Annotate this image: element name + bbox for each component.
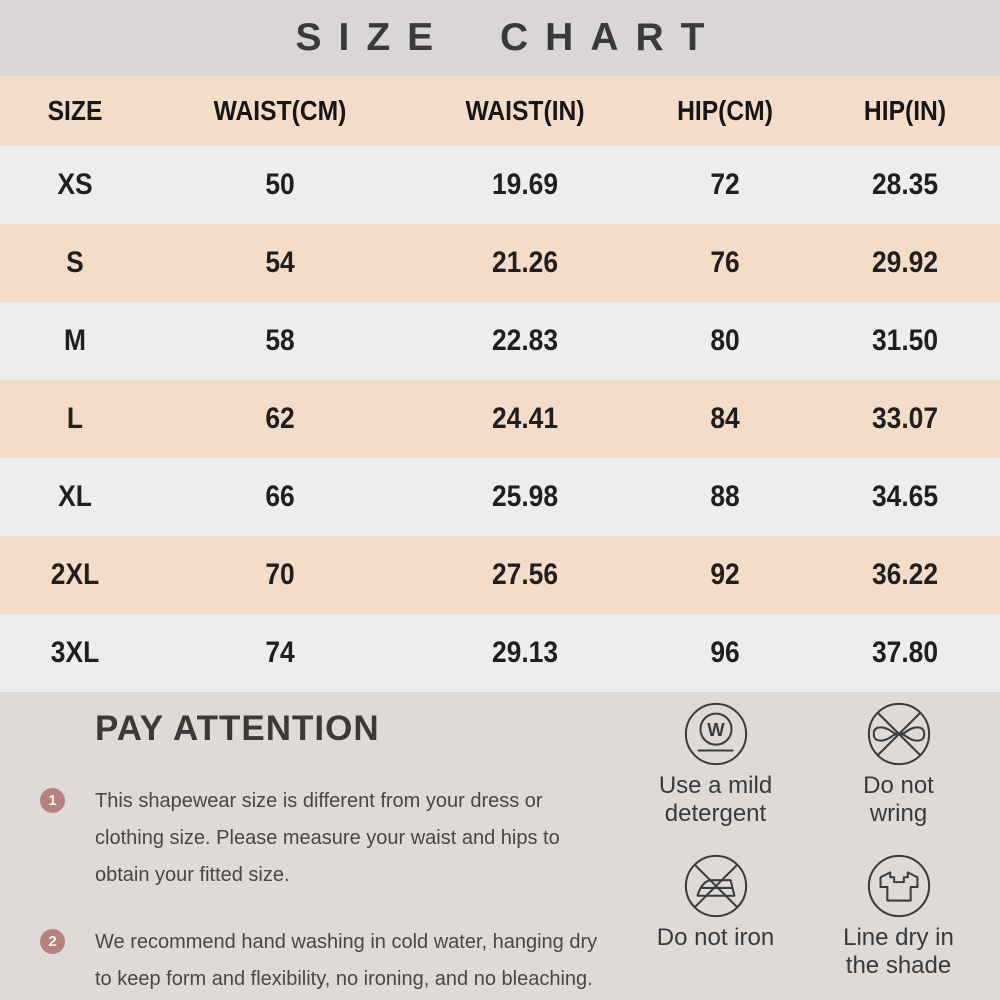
hip-in-cell: 33.07 <box>871 402 939 435</box>
care-item: W Use a mild detergent <box>627 700 805 852</box>
care-label: Do not iron <box>656 924 775 951</box>
size-cell: XL <box>58 480 92 513</box>
table-row: 3XL 74 29.13 96 37.80 <box>0 614 1000 692</box>
waist-cm-cell: 54 <box>265 246 295 279</box>
care-item: Do not iron <box>627 852 805 1000</box>
waist-cm-cell: 74 <box>265 636 295 669</box>
waist-cm-cell: 66 <box>265 480 295 513</box>
hip-cm-cell: 84 <box>710 402 740 435</box>
size-cell: S <box>66 246 84 279</box>
hip-in-cell: 31.50 <box>871 324 939 357</box>
waist-cm-cell: 62 <box>265 402 295 435</box>
table-row: M 58 22.83 80 31.50 <box>0 302 1000 380</box>
do-not-wring-icon <box>867 702 930 766</box>
table-row: L 62 24.41 84 33.07 <box>0 380 1000 458</box>
waist-cm-cell: 50 <box>265 168 295 201</box>
note-text: We recommend hand washing in cold water,… <box>95 931 598 990</box>
hip-in-cell: 34.65 <box>871 480 939 513</box>
page-title: SIZE CHART <box>295 16 722 59</box>
hip-in-cell: 29.92 <box>871 246 939 279</box>
hip-cm-cell: 92 <box>710 558 740 591</box>
waist-cm-cell: 58 <box>265 324 295 357</box>
waist-in-cell: 25.98 <box>491 480 559 513</box>
waist-in-cell: 29.13 <box>491 636 559 669</box>
size-cell: L <box>66 402 84 435</box>
note-number-badge: 1 <box>40 788 65 813</box>
table-header-row: SIZE WAIST(CM) WAIST(IN) HIP(CM) HIP(IN) <box>0 76 1000 146</box>
size-table: SIZE WAIST(CM) WAIST(IN) HIP(CM) HIP(IN)… <box>0 76 1000 692</box>
hip-in-cell: 36.22 <box>871 558 939 591</box>
size-cell: XS <box>57 168 93 201</box>
care-label: Line dry in the shade <box>843 924 954 979</box>
table-row: 2XL 70 27.56 92 36.22 <box>0 536 1000 614</box>
column-header-waist-in: WAIST(IN) <box>465 95 585 126</box>
note-number-badge: 2 <box>40 929 65 954</box>
hip-in-cell: 28.35 <box>871 168 939 201</box>
column-header-hip-cm: HIP(CM) <box>677 95 773 126</box>
svg-text:W: W <box>707 719 725 740</box>
hip-cm-cell: 76 <box>710 246 740 279</box>
column-header-waist-cm: WAIST(CM) <box>213 95 347 126</box>
hip-cm-cell: 88 <box>710 480 740 513</box>
info-section: PAY ATTENTION 1 This shapewear size is d… <box>0 692 1000 1000</box>
note-text: This shapewear size is different from yo… <box>95 790 560 886</box>
waist-in-cell: 24.41 <box>491 402 559 435</box>
size-cell: M <box>64 324 86 357</box>
hip-cm-cell: 72 <box>710 168 740 201</box>
do-not-iron-icon <box>684 854 747 918</box>
waist-in-cell: 21.26 <box>491 246 559 279</box>
care-label: Use a mild detergent <box>658 772 773 827</box>
attention-heading: PAY ATTENTION <box>95 709 380 748</box>
hip-cm-cell: 80 <box>710 324 740 357</box>
hip-cm-cell: 96 <box>710 636 740 669</box>
waist-cm-cell: 70 <box>265 558 295 591</box>
attention-note: 2 We recommend hand washing in cold wate… <box>40 924 620 998</box>
table-row: XS 50 19.69 72 28.35 <box>0 146 1000 224</box>
title-bar: SIZE CHART <box>0 0 1000 76</box>
attention-section: PAY ATTENTION 1 This shapewear size is d… <box>0 692 620 1000</box>
table-row: S 54 21.26 76 29.92 <box>0 224 1000 302</box>
waist-in-cell: 19.69 <box>491 168 559 201</box>
column-header-hip-in: HIP(IN) <box>863 95 947 126</box>
waist-in-cell: 22.83 <box>491 324 559 357</box>
mild-detergent-icon: W <box>684 702 747 766</box>
line-dry-shade-icon <box>867 854 930 918</box>
column-header-size: SIZE <box>47 95 103 126</box>
waist-in-cell: 27.56 <box>491 558 559 591</box>
care-instructions: W Use a mild detergent Do not wring <box>620 692 1000 1000</box>
attention-note: 1 This shapewear size is different from … <box>40 783 620 894</box>
care-item: Line dry in the shade <box>810 852 988 1000</box>
care-item: Do not wring <box>810 700 988 852</box>
table-row: XL 66 25.98 88 34.65 <box>0 458 1000 536</box>
hip-in-cell: 37.80 <box>871 636 939 669</box>
care-label: Do not wring <box>863 772 934 827</box>
size-cell: 3XL <box>50 636 100 669</box>
size-cell: 2XL <box>50 558 100 591</box>
